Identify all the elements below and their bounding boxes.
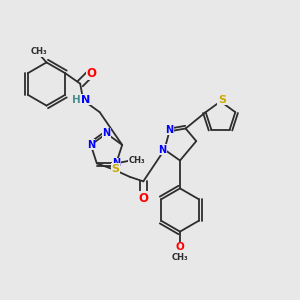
Text: O: O xyxy=(138,192,148,205)
Text: S: S xyxy=(218,95,226,105)
Text: S: S xyxy=(112,164,120,174)
Text: N: N xyxy=(81,94,90,105)
Text: N: N xyxy=(158,145,166,154)
Text: H: H xyxy=(72,95,81,105)
Text: O: O xyxy=(176,242,184,252)
Text: N: N xyxy=(112,158,120,168)
Text: N: N xyxy=(102,128,111,139)
Text: CH₃: CH₃ xyxy=(172,254,188,262)
Text: O: O xyxy=(87,67,97,80)
Text: CH₃: CH₃ xyxy=(128,156,145,165)
Text: CH₃: CH₃ xyxy=(31,47,47,56)
Text: N: N xyxy=(87,140,95,150)
Text: N: N xyxy=(165,125,173,135)
